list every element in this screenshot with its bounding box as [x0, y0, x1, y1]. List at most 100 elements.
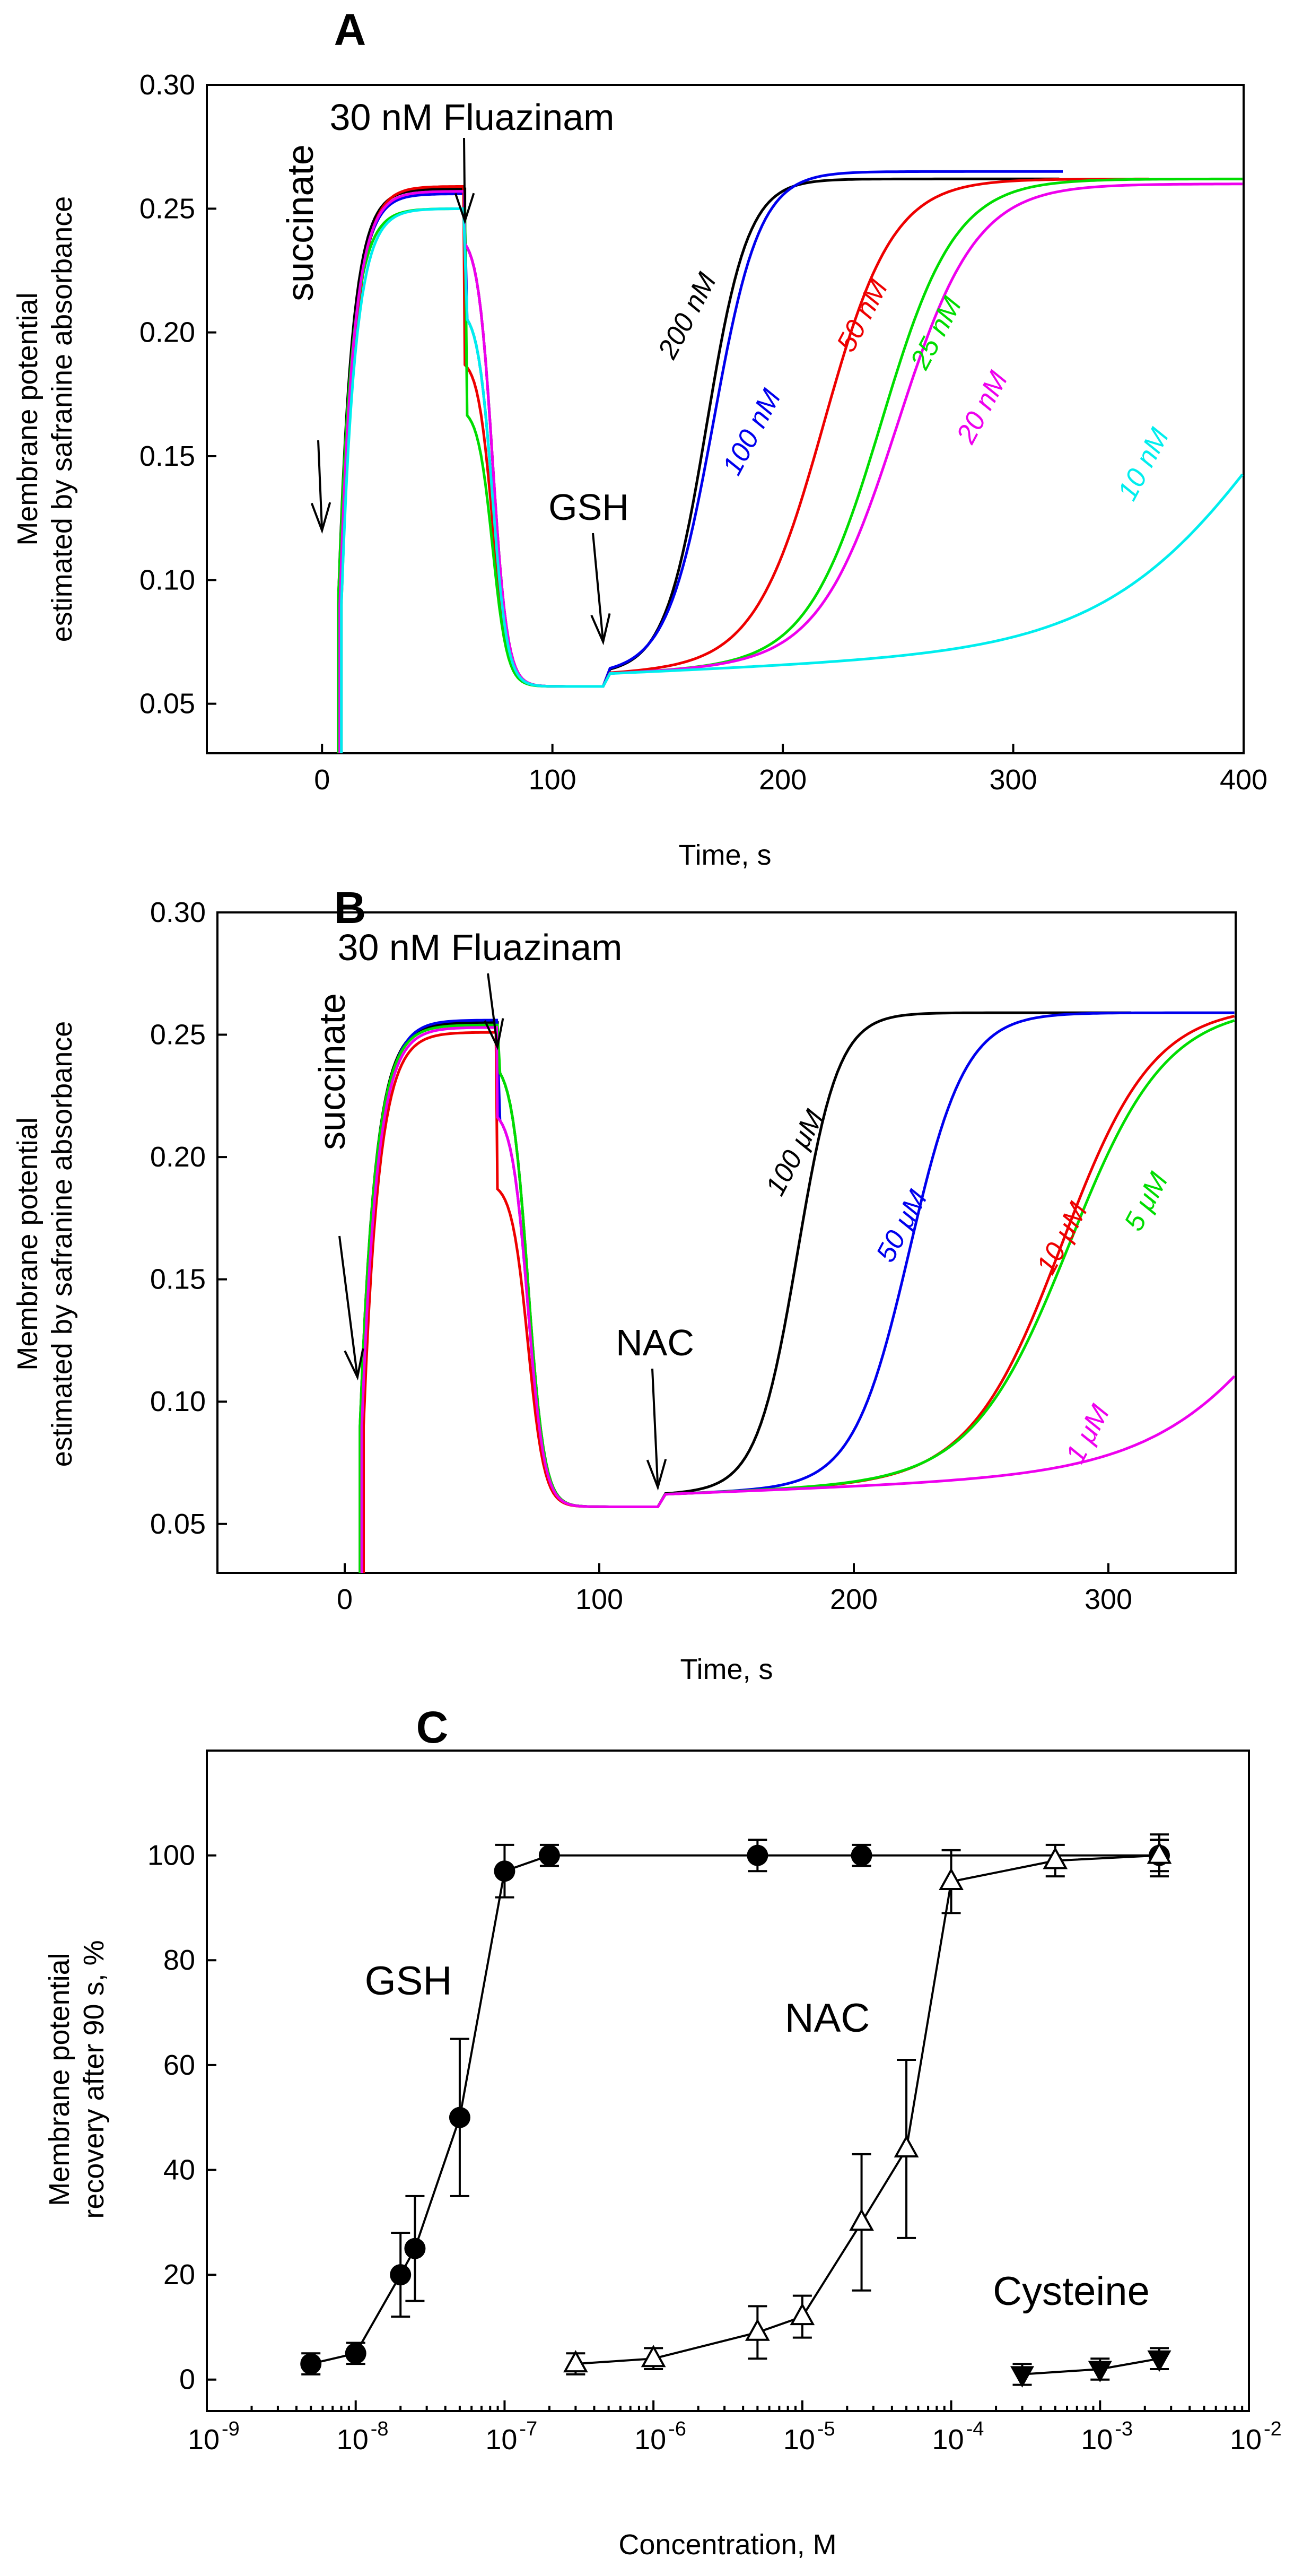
annotation-gsh: GSH [548, 486, 629, 528]
panel-b-frame [216, 911, 1237, 1574]
x-tick-label: 400 [1220, 764, 1267, 796]
marker-nac [1147, 1841, 1172, 1864]
curve-label: 100 μM [760, 1105, 830, 1201]
y-tick-label: 0.15 [150, 1264, 206, 1295]
x-tick-label: 200 [830, 1583, 878, 1615]
x-tick-label: 10 [188, 2424, 220, 2456]
marker-gsh [851, 1844, 872, 1866]
marker-gsh [538, 1844, 560, 1866]
y-tick-label: 80 [163, 1944, 195, 1976]
panel-c-data [300, 1833, 1172, 2388]
panel-a-ylabel-2: estimated by safranine absorbance [46, 196, 78, 642]
x-tick-label: 10 [1081, 2424, 1113, 2456]
marker-gsh [747, 1844, 768, 1866]
marker-cysteine [1010, 2366, 1035, 2388]
marker-cysteine [1088, 2361, 1112, 2383]
marker-gsh [449, 2107, 470, 2128]
marker-nac [563, 2349, 588, 2373]
curve-20-nM [338, 182, 1243, 753]
marker-cysteine [1147, 2350, 1171, 2372]
panel-a-curves [337, 170, 1244, 753]
panel-c-series-labels: GSH NAC Cysteine [365, 1959, 1150, 2314]
curve-label: 10 nM [1112, 423, 1175, 505]
x-tick-label: 10 [485, 2424, 517, 2456]
curve-label: 5 μM [1118, 1167, 1175, 1236]
marker-nac [939, 1867, 964, 1891]
panel-c-xlabel: Concentration, M [618, 2529, 836, 2561]
marker-nac [1043, 1847, 1068, 1869]
panel-a-xlabel: Time, s [679, 839, 772, 871]
annotation-nac: NAC [616, 1322, 694, 1363]
y-tick-label: 0.25 [150, 1019, 206, 1051]
y-tick-label: 0.10 [139, 564, 195, 596]
x-tick-exponent: -5 [817, 2418, 835, 2440]
y-tick-label: 0.30 [150, 897, 206, 928]
x-tick-label: 200 [759, 764, 807, 796]
x-tick-exponent: -9 [222, 2418, 240, 2440]
y-tick-label: 0.30 [139, 69, 195, 101]
x-tick-label: 10 [932, 2424, 964, 2456]
y-tick-label: 0.05 [139, 688, 195, 720]
marker-nac [790, 2303, 815, 2326]
panel-b-ylabel-1: Membrane potential [12, 1117, 43, 1370]
arrow-head [646, 1459, 667, 1491]
series-line-gsh [310, 1854, 1159, 2365]
x-tick-label: 10 [783, 2424, 815, 2456]
annotation-arrow [651, 1368, 659, 1487]
y-tick-label: 20 [163, 2259, 195, 2291]
curve-1-μM [360, 1026, 1236, 1573]
y-tick-label: 0.15 [139, 440, 195, 472]
arrow-head [344, 1348, 364, 1381]
y-tick-label: 100 [147, 1840, 195, 1872]
x-tick-label: 10 [337, 2424, 369, 2456]
panel-a-ylabel-1: Membrane potential [12, 292, 43, 545]
marker-nac [745, 2318, 770, 2341]
x-tick-label: 0 [314, 764, 330, 796]
marker-gsh [390, 2264, 412, 2286]
annotation-30-nm-fluazinam: 30 nM Fluazinam [338, 927, 623, 968]
annotation-30-nm-fluazinam: 30 nM Fluazinam [330, 97, 615, 138]
marker-gsh [494, 1860, 515, 1882]
panel-a-ticks: 0 100 200 300 400 0.05 0.10 0.15 0.20 0.25 0.30 [139, 69, 1267, 796]
y-tick-label: 0.05 [150, 1508, 206, 1540]
marker-gsh [300, 2353, 322, 2375]
y-tick-label: 40 [163, 2154, 195, 2186]
marker-nac [849, 2208, 874, 2231]
curve-label: 10 μM [1031, 1197, 1094, 1280]
series-label-cysteine: Cysteine [993, 2269, 1150, 2314]
series-label-nac: NAC [785, 1996, 870, 2041]
annotation-arrow [317, 440, 324, 531]
annotation-arrow [463, 137, 466, 221]
x-tick-exponent: -3 [1115, 2418, 1133, 2440]
x-tick-label: 10 [634, 2424, 666, 2456]
panel-c-ticks: 10 -9 10 -8 10 -7 10 -6 10 -5 10 -4 10 -3 10 -202040608… [147, 1840, 1282, 2456]
x-tick-exponent: -8 [371, 2418, 389, 2440]
panel-b-curves [359, 1011, 1236, 1573]
x-tick-label: 300 [1085, 1583, 1132, 1615]
x-tick-label: 100 [575, 1583, 623, 1615]
y-tick-label: 60 [163, 2049, 195, 2081]
marker-gsh [404, 2238, 426, 2259]
arrow-head [590, 613, 611, 646]
curve-50-nM [340, 177, 1149, 753]
x-tick-exponent: -2 [1264, 2418, 1282, 2440]
y-tick-label: 0 [179, 2364, 195, 2396]
curve-label: 50 nM [831, 274, 894, 356]
panel-a-title: A [334, 5, 366, 55]
panel-b-title: B [334, 883, 366, 933]
panel-b-ylabel-2: estimated by safranine absorbance [46, 1021, 78, 1467]
y-tick-label: 0.10 [150, 1386, 206, 1417]
panel-a-frame [206, 84, 1245, 754]
panel-b-annotations: 100 μM 50 μM 10 μM 5 μM 1 μM succinate 30 nM F… [311, 927, 1175, 1491]
marker-nac [641, 2345, 666, 2368]
panel-b: B 0 100 200 300 0.05 0.10 0.15 0.20 0.25 0.30 100… [12, 883, 1237, 1685]
curve-label: 50 μM [870, 1185, 933, 1267]
panel-b-ticks: 0 100 200 300 0.05 0.10 0.15 0.20 0.25 0.30 [150, 897, 1132, 1615]
annotation-arrow [338, 1235, 359, 1378]
curve-label: 200 nM [652, 268, 722, 364]
x-tick-exponent: -7 [519, 2418, 537, 2440]
annotation-succinate: succinate [279, 144, 321, 301]
panel-c-title: C [416, 1702, 449, 1752]
x-tick-exponent: -4 [966, 2418, 984, 2440]
